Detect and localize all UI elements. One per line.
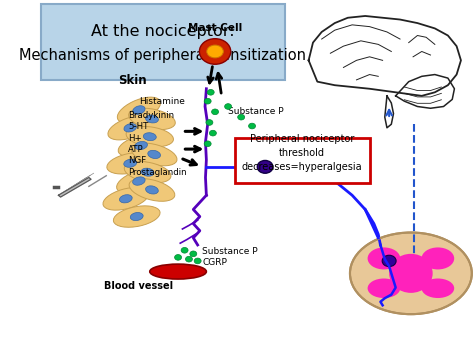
Circle shape <box>237 114 245 120</box>
Ellipse shape <box>133 106 145 114</box>
Circle shape <box>211 109 219 115</box>
Ellipse shape <box>133 177 145 185</box>
Ellipse shape <box>124 159 137 167</box>
Circle shape <box>174 255 182 260</box>
Circle shape <box>204 98 211 104</box>
Text: Bradykinin
5-HT
H+
ATP
NGF
Prostaglandin: Bradykinin 5-HT H+ ATP NGF Prostaglandin <box>128 111 187 177</box>
Text: Mast Cell: Mast Cell <box>188 23 242 33</box>
Ellipse shape <box>368 278 400 298</box>
Text: Mechanisms of peripheral sensitization: Mechanisms of peripheral sensitization <box>19 48 306 62</box>
Ellipse shape <box>131 143 177 166</box>
Circle shape <box>204 141 211 147</box>
Ellipse shape <box>118 134 164 157</box>
Circle shape <box>248 123 255 129</box>
Ellipse shape <box>143 133 156 141</box>
Ellipse shape <box>108 116 153 140</box>
Ellipse shape <box>207 45 223 58</box>
Text: Substance P
CGRP: Substance P CGRP <box>202 247 258 267</box>
Ellipse shape <box>389 254 433 293</box>
FancyBboxPatch shape <box>235 138 370 183</box>
Ellipse shape <box>130 213 143 220</box>
Ellipse shape <box>135 141 147 150</box>
Text: Substance P: Substance P <box>228 107 284 116</box>
Circle shape <box>382 255 396 267</box>
Polygon shape <box>309 16 461 96</box>
Ellipse shape <box>421 247 454 269</box>
Ellipse shape <box>141 168 154 176</box>
Circle shape <box>206 120 213 125</box>
Circle shape <box>190 251 197 257</box>
Circle shape <box>185 256 192 262</box>
Ellipse shape <box>124 162 171 183</box>
Circle shape <box>194 258 201 264</box>
Circle shape <box>225 104 232 109</box>
FancyBboxPatch shape <box>41 4 285 80</box>
Text: Histamine: Histamine <box>139 97 184 106</box>
Ellipse shape <box>117 169 161 193</box>
Circle shape <box>257 160 273 173</box>
Ellipse shape <box>200 39 231 64</box>
Text: At the nociceptor:: At the nociceptor: <box>91 24 235 39</box>
Ellipse shape <box>129 179 175 201</box>
Circle shape <box>207 89 214 95</box>
Text: Peripheral nociceptor
threshold
decreases=hyperalgesia: Peripheral nociceptor threshold decrease… <box>242 133 363 172</box>
Polygon shape <box>58 178 91 197</box>
Ellipse shape <box>119 195 132 203</box>
Circle shape <box>210 130 216 136</box>
Ellipse shape <box>148 150 161 159</box>
Polygon shape <box>396 75 455 108</box>
Ellipse shape <box>150 264 206 279</box>
Ellipse shape <box>128 108 175 130</box>
Ellipse shape <box>124 124 137 132</box>
Text: Skin: Skin <box>118 74 146 87</box>
Ellipse shape <box>118 97 161 123</box>
Polygon shape <box>385 96 393 128</box>
Ellipse shape <box>350 233 472 314</box>
Ellipse shape <box>421 278 454 298</box>
Circle shape <box>181 247 188 253</box>
Ellipse shape <box>107 153 154 174</box>
Ellipse shape <box>126 126 173 147</box>
Ellipse shape <box>146 186 158 194</box>
Ellipse shape <box>368 247 400 269</box>
Ellipse shape <box>113 206 160 227</box>
Text: Blood vessel: Blood vessel <box>104 281 173 291</box>
Ellipse shape <box>146 115 158 123</box>
Ellipse shape <box>103 187 149 210</box>
